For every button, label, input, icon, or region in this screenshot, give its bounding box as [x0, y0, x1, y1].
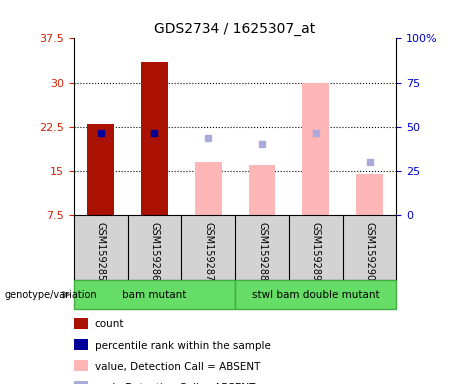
Bar [141, 62, 168, 215]
Text: GSM159288: GSM159288 [257, 222, 267, 281]
Text: GSM159285: GSM159285 [95, 222, 106, 281]
Bar [356, 174, 383, 215]
Text: rank, Detection Call = ABSENT: rank, Detection Call = ABSENT [95, 383, 255, 384]
Text: genotype/variation: genotype/variation [5, 290, 97, 300]
Bar [248, 165, 275, 215]
Bar [195, 162, 222, 215]
Bar [74, 280, 235, 309]
Text: value, Detection Call = ABSENT: value, Detection Call = ABSENT [95, 362, 260, 372]
Bar [235, 280, 396, 309]
Text: stwl bam double mutant: stwl bam double mutant [252, 290, 379, 300]
Text: GSM159290: GSM159290 [365, 222, 375, 281]
Text: percentile rank within the sample: percentile rank within the sample [95, 341, 271, 351]
Text: GSM159287: GSM159287 [203, 222, 213, 281]
Text: GSM159289: GSM159289 [311, 222, 321, 281]
Text: GSM159286: GSM159286 [149, 222, 160, 281]
Text: bam mutant: bam mutant [122, 290, 187, 300]
Title: GDS2734 / 1625307_at: GDS2734 / 1625307_at [154, 22, 316, 36]
Bar [87, 124, 114, 215]
Bar [302, 83, 329, 215]
Text: count: count [95, 319, 124, 329]
